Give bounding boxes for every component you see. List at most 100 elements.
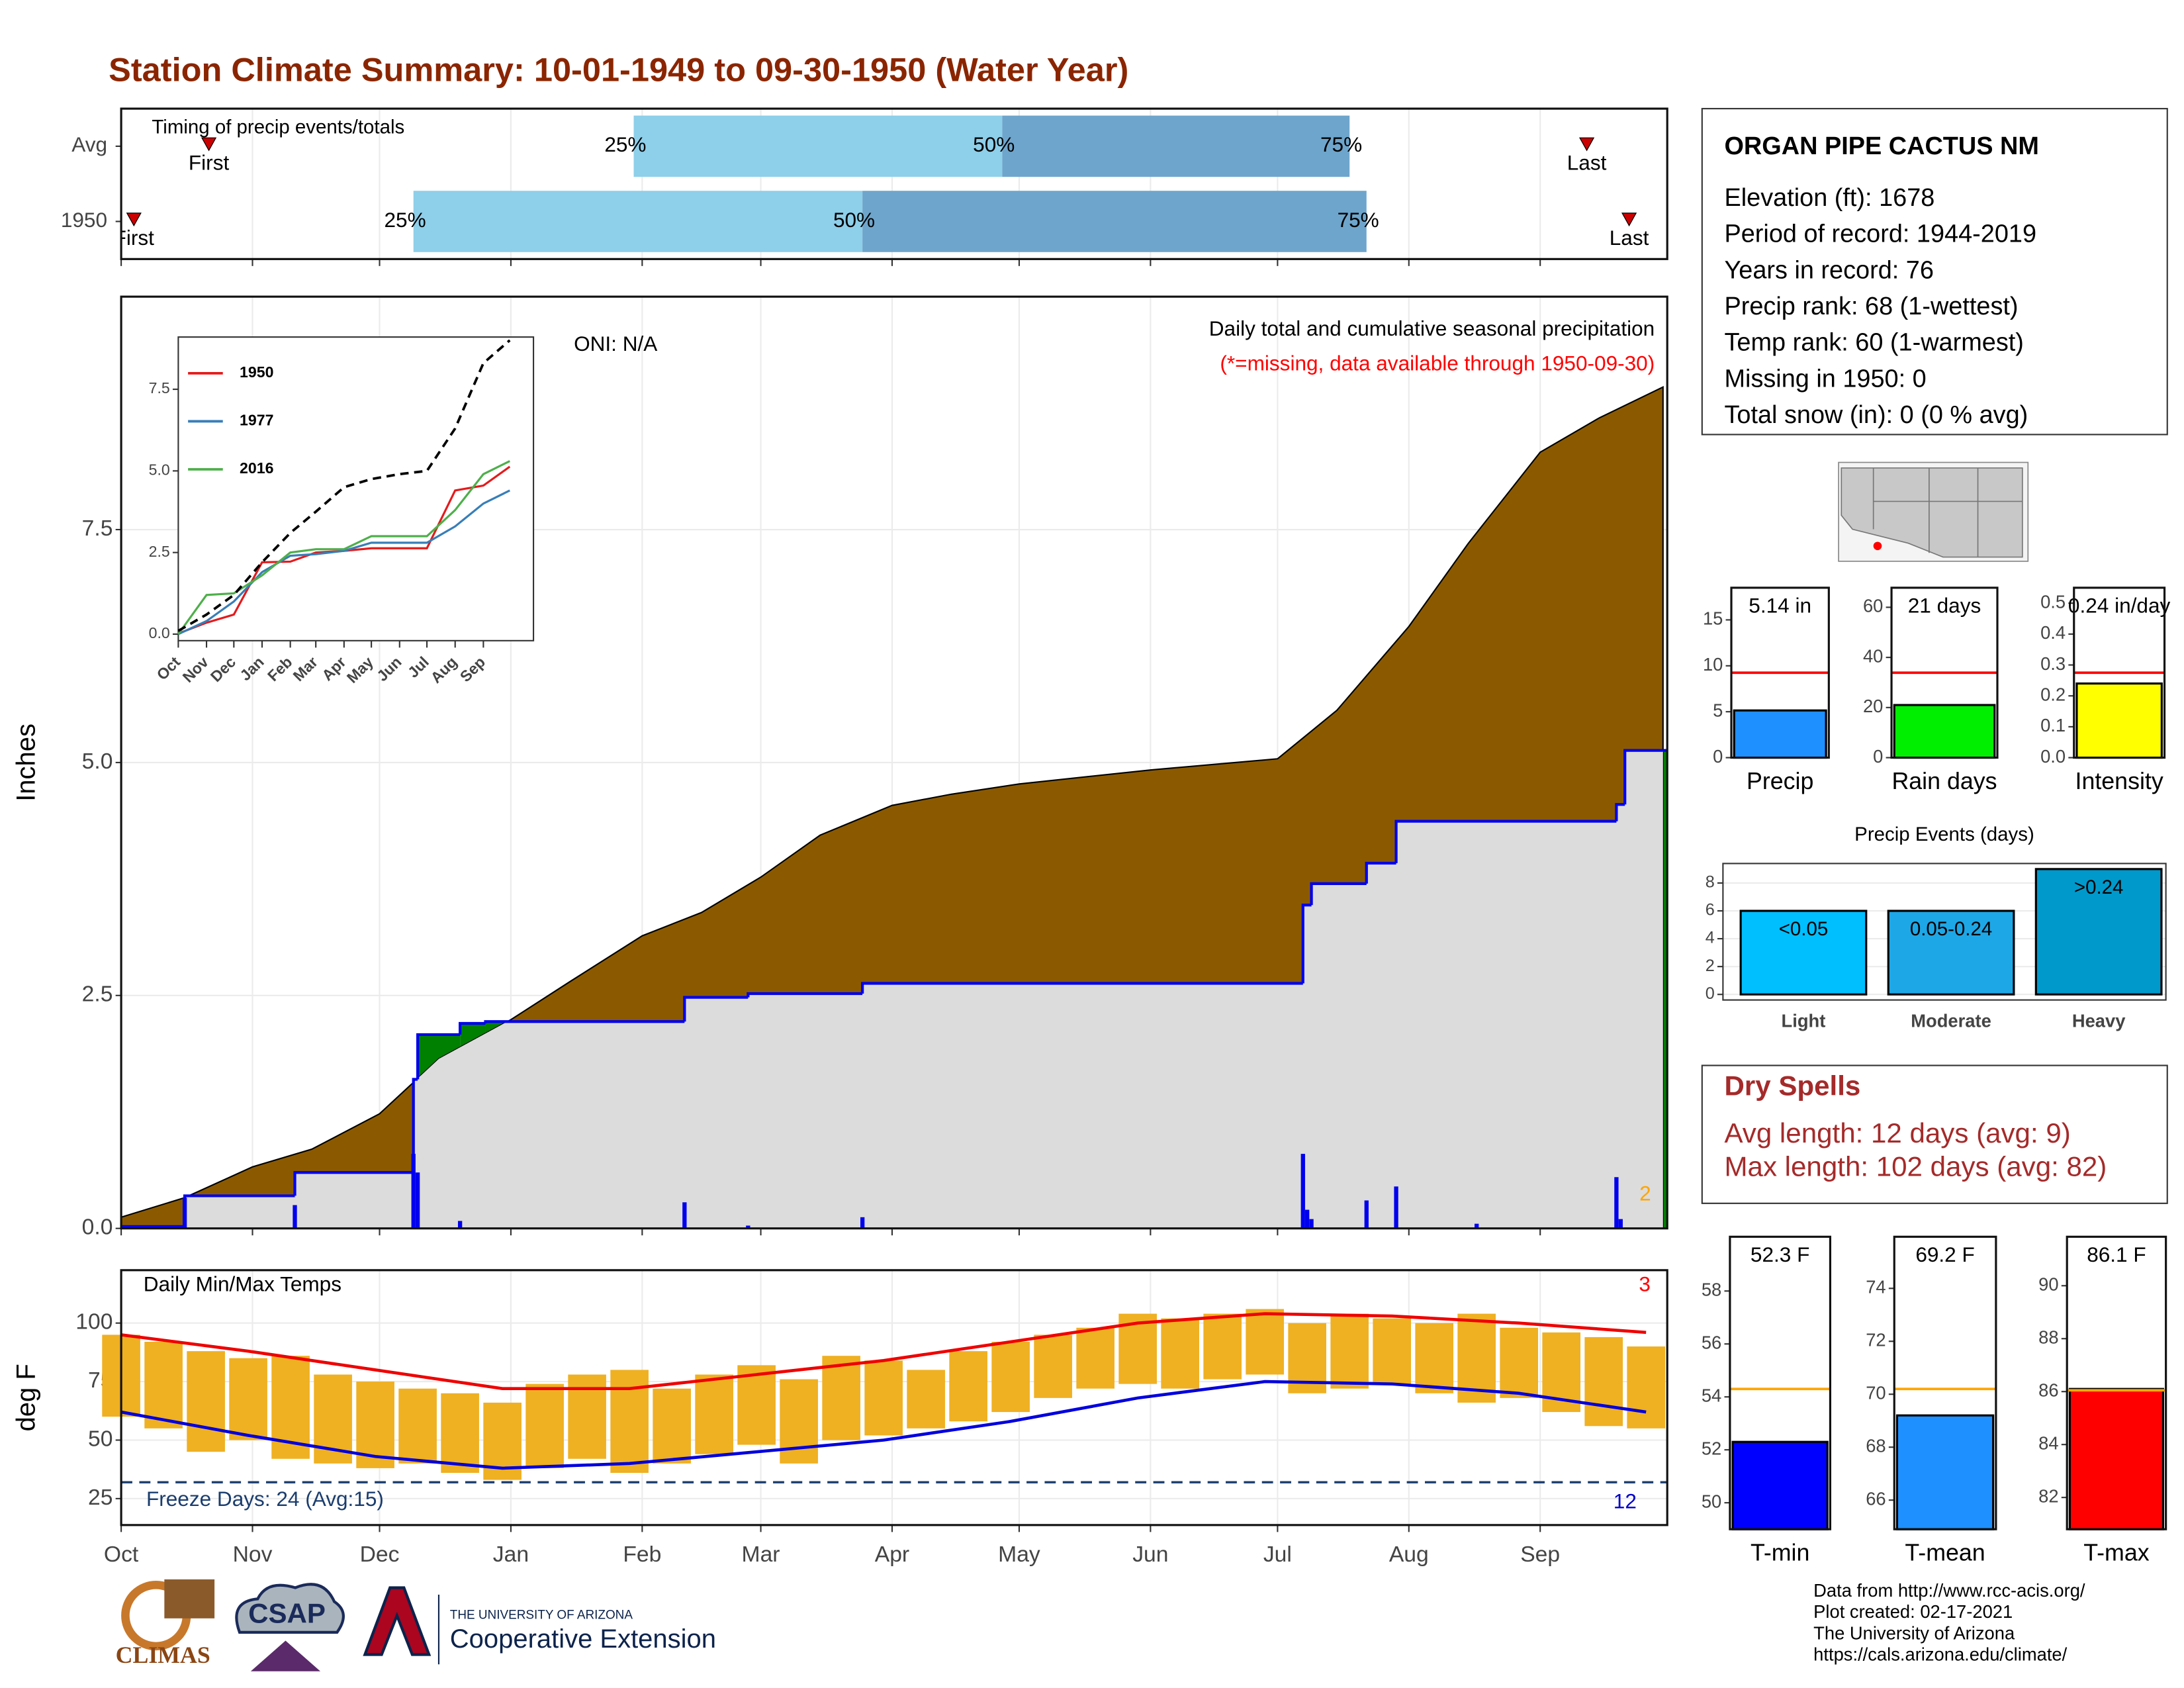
y-tick-label: 2 bbox=[1706, 957, 1715, 975]
daily-precip-bar bbox=[1475, 1223, 1479, 1229]
bar-label: <0.05 bbox=[1779, 918, 1829, 940]
daily-temp-bar bbox=[1627, 1346, 1665, 1429]
climas-text: CLIMAS bbox=[116, 1642, 210, 1668]
logos: CLIMAS CSAP THE UNIVERSITY OF ARIZONA Co… bbox=[116, 1579, 716, 1671]
daily-temp-bar bbox=[1246, 1309, 1284, 1375]
y-tick-label: 7.5 bbox=[149, 379, 170, 397]
daily-precip-bar bbox=[860, 1217, 865, 1229]
bar bbox=[2034, 868, 2163, 996]
daily-temp-bar bbox=[144, 1342, 183, 1429]
legend-label: 1950 bbox=[240, 363, 273, 381]
y-tick-label: 52 bbox=[1702, 1438, 1721, 1458]
y-axis-label: Inches bbox=[12, 724, 41, 802]
bar bbox=[1893, 704, 1996, 759]
map-land bbox=[1841, 467, 2023, 558]
value-label: 5.14 in bbox=[1749, 594, 1811, 618]
series-line bbox=[177, 460, 510, 635]
daily-precip-bar bbox=[293, 1205, 297, 1229]
y-axis-label: deg F bbox=[12, 1364, 41, 1431]
csap-text: CSAP bbox=[248, 1598, 326, 1629]
x-tick-label: Moderate bbox=[1911, 1011, 1991, 1031]
station-line: Missing in 1950: 0 bbox=[1724, 365, 1926, 393]
y-tick-label: 7.5 bbox=[82, 516, 113, 541]
observed-area bbox=[413, 1079, 419, 1229]
y-tick-label: 8 bbox=[1706, 873, 1715, 892]
y-tick-label: 25 bbox=[88, 1485, 113, 1510]
observed-area bbox=[1366, 863, 1397, 1229]
record-low-count: 12 bbox=[1614, 1489, 1637, 1513]
x-tick-label: Apr bbox=[875, 1542, 909, 1567]
last-marker bbox=[1578, 137, 1595, 152]
daily-temp-bar bbox=[949, 1351, 987, 1422]
daily-temp-bar bbox=[695, 1374, 733, 1454]
daily-precip-bar bbox=[415, 1172, 420, 1229]
climas-logo-block bbox=[164, 1579, 215, 1618]
y-tick-label: 58 bbox=[1702, 1280, 1721, 1300]
daily-precip-bar bbox=[182, 1197, 187, 1229]
observed-area bbox=[485, 1021, 686, 1229]
observed-edge bbox=[1615, 803, 1625, 821]
dry-spells-box bbox=[1701, 1064, 2168, 1204]
x-axis-label: T-max bbox=[2083, 1539, 2149, 1566]
observed-area bbox=[1625, 750, 1663, 1229]
y-tick-label: 0.2 bbox=[2040, 684, 2066, 704]
value-label: 52.3 F bbox=[1751, 1243, 1809, 1266]
x-tick-label: Nov bbox=[233, 1542, 273, 1567]
station-box bbox=[1701, 108, 2168, 436]
late-half-bar bbox=[1002, 115, 1350, 177]
observed-area bbox=[684, 997, 749, 1229]
plot-frame bbox=[1893, 1235, 1997, 1530]
observed-group bbox=[121, 750, 1663, 1229]
x-tick-label: Jun bbox=[1132, 1542, 1168, 1567]
station-name: ORGAN PIPE CACTUS NM bbox=[1724, 132, 2038, 160]
station-lines: Elevation (ft): 1678 Period of record: 19… bbox=[1724, 184, 2036, 429]
legend-label: 1977 bbox=[240, 412, 273, 429]
observed-edge bbox=[416, 1033, 461, 1080]
value-label: 0.24 in/day bbox=[2068, 594, 2171, 618]
bar-label: 0.05-0.24 bbox=[1910, 918, 1992, 940]
extension-text: Cooperative Extension bbox=[450, 1624, 716, 1654]
observed-edge bbox=[861, 982, 1303, 994]
y-tick-label: 0.0 bbox=[2040, 746, 2066, 767]
y-tick-label: 4 bbox=[1706, 929, 1715, 947]
csap-mountain bbox=[250, 1640, 321, 1671]
percentile-label: 50% bbox=[833, 208, 875, 232]
dry-spells-lines: Avg length: 12 days (avg: 9)Max length: … bbox=[1724, 1117, 2107, 1182]
first-label: First bbox=[114, 226, 155, 250]
daily-temp-bar bbox=[525, 1383, 564, 1468]
footer-line: Data from http://www.rcc-acis.org/ bbox=[1813, 1580, 2085, 1601]
university-text: THE UNIVERSITY OF ARIZONA bbox=[450, 1609, 633, 1622]
plot-frame bbox=[2066, 1235, 2167, 1530]
x-tick-label: Oct bbox=[104, 1542, 139, 1567]
y-tick-label: 40 bbox=[1863, 645, 1883, 666]
first-marker bbox=[126, 212, 142, 227]
plot-frame bbox=[2073, 586, 2166, 759]
y-tick-label: 72 bbox=[1866, 1329, 1886, 1350]
bar bbox=[1887, 910, 2015, 996]
daily-temp-bar bbox=[1034, 1335, 1072, 1398]
observed-edge bbox=[1365, 861, 1396, 884]
daily-precip-bar bbox=[411, 1154, 416, 1229]
x-tick-label: Mar bbox=[742, 1542, 780, 1567]
station-line: Total snow (in): 0 (0 % avg) bbox=[1724, 401, 2028, 429]
map-borders bbox=[1872, 467, 2023, 557]
y-tick-label: 15 bbox=[1703, 608, 1723, 629]
daily-temp-bar bbox=[1373, 1318, 1411, 1384]
panel-title: Daily Min/Max Temps bbox=[144, 1272, 341, 1295]
daily-temp-bar bbox=[610, 1370, 649, 1473]
bar bbox=[1731, 1440, 1829, 1530]
station-line: Elevation (ft): 1678 bbox=[1724, 184, 1934, 212]
percentile-label: 75% bbox=[1338, 208, 1379, 232]
x-tick-label: Dec bbox=[360, 1542, 400, 1567]
y-tick-label: 90 bbox=[2038, 1274, 2058, 1295]
first-label: First bbox=[189, 151, 230, 175]
freeze-label: Freeze Days: 24 (Avg:15) bbox=[146, 1487, 384, 1511]
y-tick-label: 0.0 bbox=[82, 1215, 113, 1240]
panel-frame bbox=[120, 107, 1668, 260]
footer-line: The University of Arizona bbox=[1813, 1622, 2015, 1643]
observed-edge bbox=[412, 1078, 418, 1173]
y-tick-label: 0.4 bbox=[2040, 622, 2066, 643]
daily-temp-bar bbox=[822, 1356, 860, 1440]
daily-temp-bar bbox=[1203, 1313, 1242, 1380]
